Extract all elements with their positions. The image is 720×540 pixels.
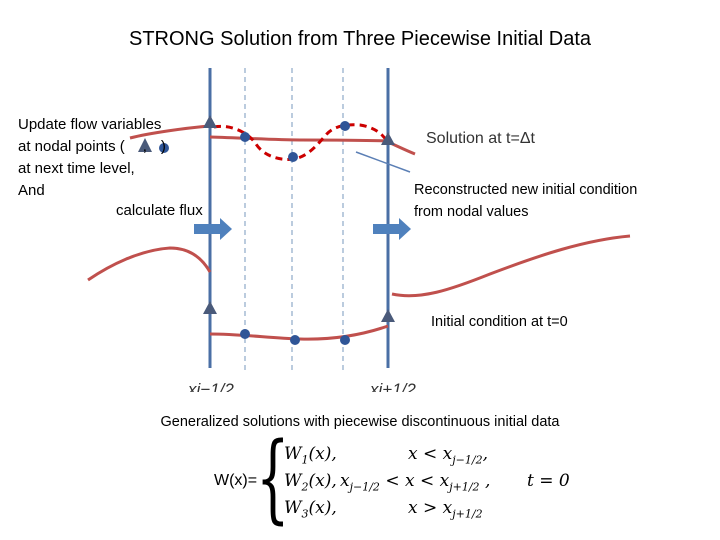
update-line-2-end: ) [160, 138, 166, 155]
equation-case-3-condition: x > xj+1/2 [408, 498, 483, 521]
x-left-interface-label: xj−1/2 [188, 380, 234, 392]
lower-curve-right [391, 234, 631, 298]
equation-case-2-condition: xj−1/2 < x < xj+1/2 , [340, 471, 491, 494]
triangle-marker-icon-legend [138, 138, 152, 152]
upper-curve-left [129, 124, 211, 140]
circle-marker-icon-lower-2 [290, 335, 300, 345]
solution-time-label: Solution at t=Δt [426, 130, 535, 147]
circle-marker-icon-upper-1 [240, 132, 250, 142]
circle-marker-icon-lower-3 [340, 335, 350, 345]
update-description: Update flow variables at nodal points (,… [18, 114, 166, 202]
triangle-marker-icon-bottom-right [381, 309, 395, 322]
update-line-4: And [18, 182, 45, 199]
reconstructed-line-2: from nodal values [414, 204, 529, 220]
lower-curve-center [209, 324, 389, 341]
triangle-marker-icon-top-left [203, 115, 217, 128]
update-line-2-start: at nodal points ( [18, 138, 125, 155]
reconstructed-dashed-curve [213, 123, 388, 161]
circle-marker-icon-upper-3 [340, 121, 350, 131]
circle-marker-icon-legend [159, 143, 169, 153]
generalized-solution-caption: Generalized solutions with piecewise dis… [160, 414, 560, 430]
page-title: STRONG Solution from Three Piecewise Ini… [128, 28, 592, 50]
equation-lhs: W(x)= [214, 472, 258, 489]
equation-case-3-func: W3(x), [284, 498, 337, 521]
equation-case-1-func: W1(x), [284, 444, 337, 467]
update-line-2: at nodal points (,) [18, 136, 166, 158]
equation-case-2-func: W2(x), [284, 471, 337, 494]
equation-time-condition: t = 0 [527, 471, 570, 491]
lower-curve-left [87, 246, 212, 282]
triangle-marker-icon-top-right [381, 132, 395, 145]
circle-marker-icon-upper-2 [288, 152, 298, 162]
reconstructed-description: Reconstructed new initial condition from… [414, 179, 637, 223]
upper-curve-center [209, 135, 389, 143]
equation-brace: { [256, 422, 290, 534]
update-line-1: Update flow variables [18, 116, 162, 133]
calculate-flux-label: calculate flux [116, 202, 203, 219]
reconstructed-line-1: Reconstructed new initial condition [414, 182, 638, 198]
equation-case-1-condition: x < xj−1/2, [408, 444, 488, 467]
flux-arrow-icon-right [373, 218, 411, 240]
x-right-interface-label: xj+1/2 [370, 380, 416, 392]
update-line-3: at next time level, [18, 160, 135, 177]
pointer-line [355, 151, 411, 173]
update-line-2-comma: , [142, 138, 147, 155]
triangle-marker-icon-bottom-left [203, 301, 217, 314]
initial-condition-label: Initial condition at t=0 [431, 314, 568, 330]
circle-marker-icon-lower-1 [240, 329, 250, 339]
flux-arrow-icon-left [194, 218, 232, 240]
